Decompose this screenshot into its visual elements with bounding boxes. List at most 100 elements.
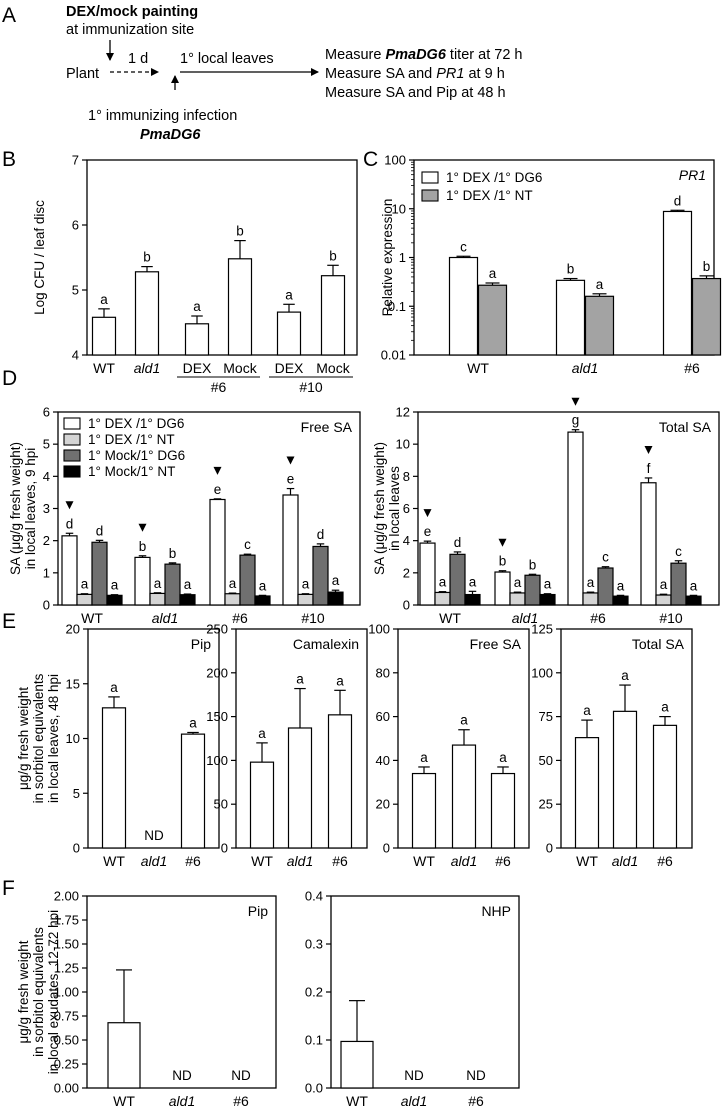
bar	[434, 591, 451, 606]
bar	[327, 591, 344, 606]
significance-letter: a	[514, 575, 522, 590]
panel-a-schematic: DEX/mock painting at immunization site P…	[66, 4, 522, 143]
category-label: ald1	[287, 853, 313, 869]
y-tick-label: 10	[396, 437, 410, 452]
not-detected-label: ND	[466, 1068, 486, 1083]
significance-letter: a	[336, 673, 344, 688]
category-label: WT	[467, 360, 489, 376]
subgroup-label: #10	[299, 379, 323, 395]
chart-e3: 0 20 40 60 80 100 a WT a ald1 a #6 Free SA	[368, 622, 530, 869]
category-label: WT	[576, 853, 598, 869]
category-label: WT	[251, 853, 273, 869]
significance-letter: a	[587, 575, 595, 590]
significance-letter: a	[154, 576, 162, 591]
bar	[180, 733, 206, 849]
arrowhead-marker	[286, 456, 295, 465]
y-tick-label: 0.1	[388, 299, 406, 314]
significance-letter: e	[424, 524, 432, 539]
panel-label-e: E	[2, 610, 16, 633]
measure-pip-label: Measure SA and Pip at 48 h	[325, 85, 506, 101]
significance-letter: a	[110, 680, 118, 695]
panel-label-a: A	[2, 4, 16, 27]
y-tick-label: 0.0	[305, 1081, 323, 1096]
y-tick-label: 7	[72, 153, 79, 168]
bar	[282, 494, 299, 606]
category-label: ald1	[572, 360, 598, 376]
significance-letter: b	[139, 539, 147, 554]
category-label: WT	[439, 610, 461, 626]
category-label: ald1	[134, 360, 160, 376]
y-tick-label: 125	[531, 622, 553, 637]
y-tick-label: 1	[399, 250, 406, 265]
chart-e2: 0 50 100 150 200 250 a WT a ald1 a #6 Camalexin	[206, 622, 368, 869]
bar	[320, 275, 346, 356]
y-axis-label: μg/g fresh weight	[16, 687, 31, 790]
y-tick-label: 6	[72, 218, 79, 233]
y-tick-label: 15	[66, 676, 80, 691]
plant-label: Plant	[66, 66, 99, 82]
arrowhead-marker	[138, 523, 147, 532]
dex-painting-label: DEX/mock painting	[66, 4, 198, 20]
bar	[448, 256, 479, 356]
significance-letter: a	[469, 574, 477, 589]
y-tick-label: 25	[539, 797, 553, 812]
y-tick-label: 6	[43, 405, 50, 420]
bar	[612, 710, 638, 849]
bar	[509, 592, 526, 606]
y-tick-label: 0.00	[54, 1081, 79, 1096]
y-axis-label: in local leaves, 48 hpi	[46, 674, 61, 803]
significance-letter: a	[420, 750, 428, 765]
significance-letter: a	[661, 700, 669, 715]
legend-swatch	[421, 171, 439, 184]
bar	[655, 594, 672, 606]
significance-letter: a	[439, 575, 447, 590]
bar	[662, 210, 693, 356]
panel-label-b: B	[2, 148, 16, 171]
bar	[670, 562, 687, 606]
bar	[640, 482, 657, 606]
y-tick-label: 5	[72, 283, 79, 298]
dex-site-label: at immunization site	[66, 22, 194, 38]
y-tick-label: 20	[66, 622, 80, 637]
chart-e4: 0 25 50 75 100 125 a WT a ald1 a #6 Total SA	[531, 622, 693, 869]
y-tick-label: 1	[43, 565, 50, 580]
chart-d2: 024681012eadaWTbabaald1gaca#6faca#10Tota…	[372, 397, 720, 626]
significance-letter: e	[287, 472, 295, 487]
legend-swatch	[63, 433, 81, 446]
significance-letter: b	[169, 546, 177, 561]
y-tick-label: 10	[392, 201, 406, 216]
y-tick-label: 50	[214, 797, 228, 812]
y-tick-label: 2	[43, 533, 50, 548]
y-tick-label: 12	[396, 405, 410, 420]
category-label: ald1	[169, 1093, 195, 1109]
significance-letter: a	[100, 292, 108, 307]
category-label: Mock	[316, 360, 350, 376]
category-label: WT	[346, 1093, 368, 1109]
y-tick-label: 0.1	[305, 1033, 323, 1048]
legend-label: 1° Mock/1° NT	[88, 464, 175, 479]
bar	[239, 554, 256, 606]
chart-c: 0.01 0.1 1 10 100 c a WT b a ald1 d b #6 PR1 Relative e…	[380, 153, 722, 376]
y-axis-label: SA (μg/g fresh weight)	[8, 442, 23, 575]
bar	[249, 761, 275, 849]
chart-e1: 0 5 10 15 20 a WT ND ald1 a #6 Pip μg/g fresh weight…	[16, 622, 220, 869]
y-tick-label: 6	[403, 501, 410, 516]
significance-letter: a	[111, 578, 119, 593]
legend-label: 1° Mock/1° DG6	[88, 448, 185, 463]
bar	[297, 593, 314, 606]
bar	[411, 772, 437, 849]
chart-title: Camalexin	[293, 636, 359, 652]
chart-title: Pip	[191, 636, 211, 652]
bar	[164, 563, 181, 606]
y-axis-label: SA (μg/g fresh weight)	[372, 442, 387, 575]
legend-swatch	[63, 449, 81, 462]
bar	[494, 571, 511, 606]
arrowhead-marker	[423, 509, 432, 518]
arrowhead-marker	[644, 445, 653, 454]
bar	[574, 737, 600, 849]
y-axis-label: Log CFU / leaf disc	[32, 200, 47, 315]
bar	[555, 279, 586, 356]
category-label: #6	[468, 1093, 484, 1109]
significance-letter: a	[258, 726, 266, 741]
